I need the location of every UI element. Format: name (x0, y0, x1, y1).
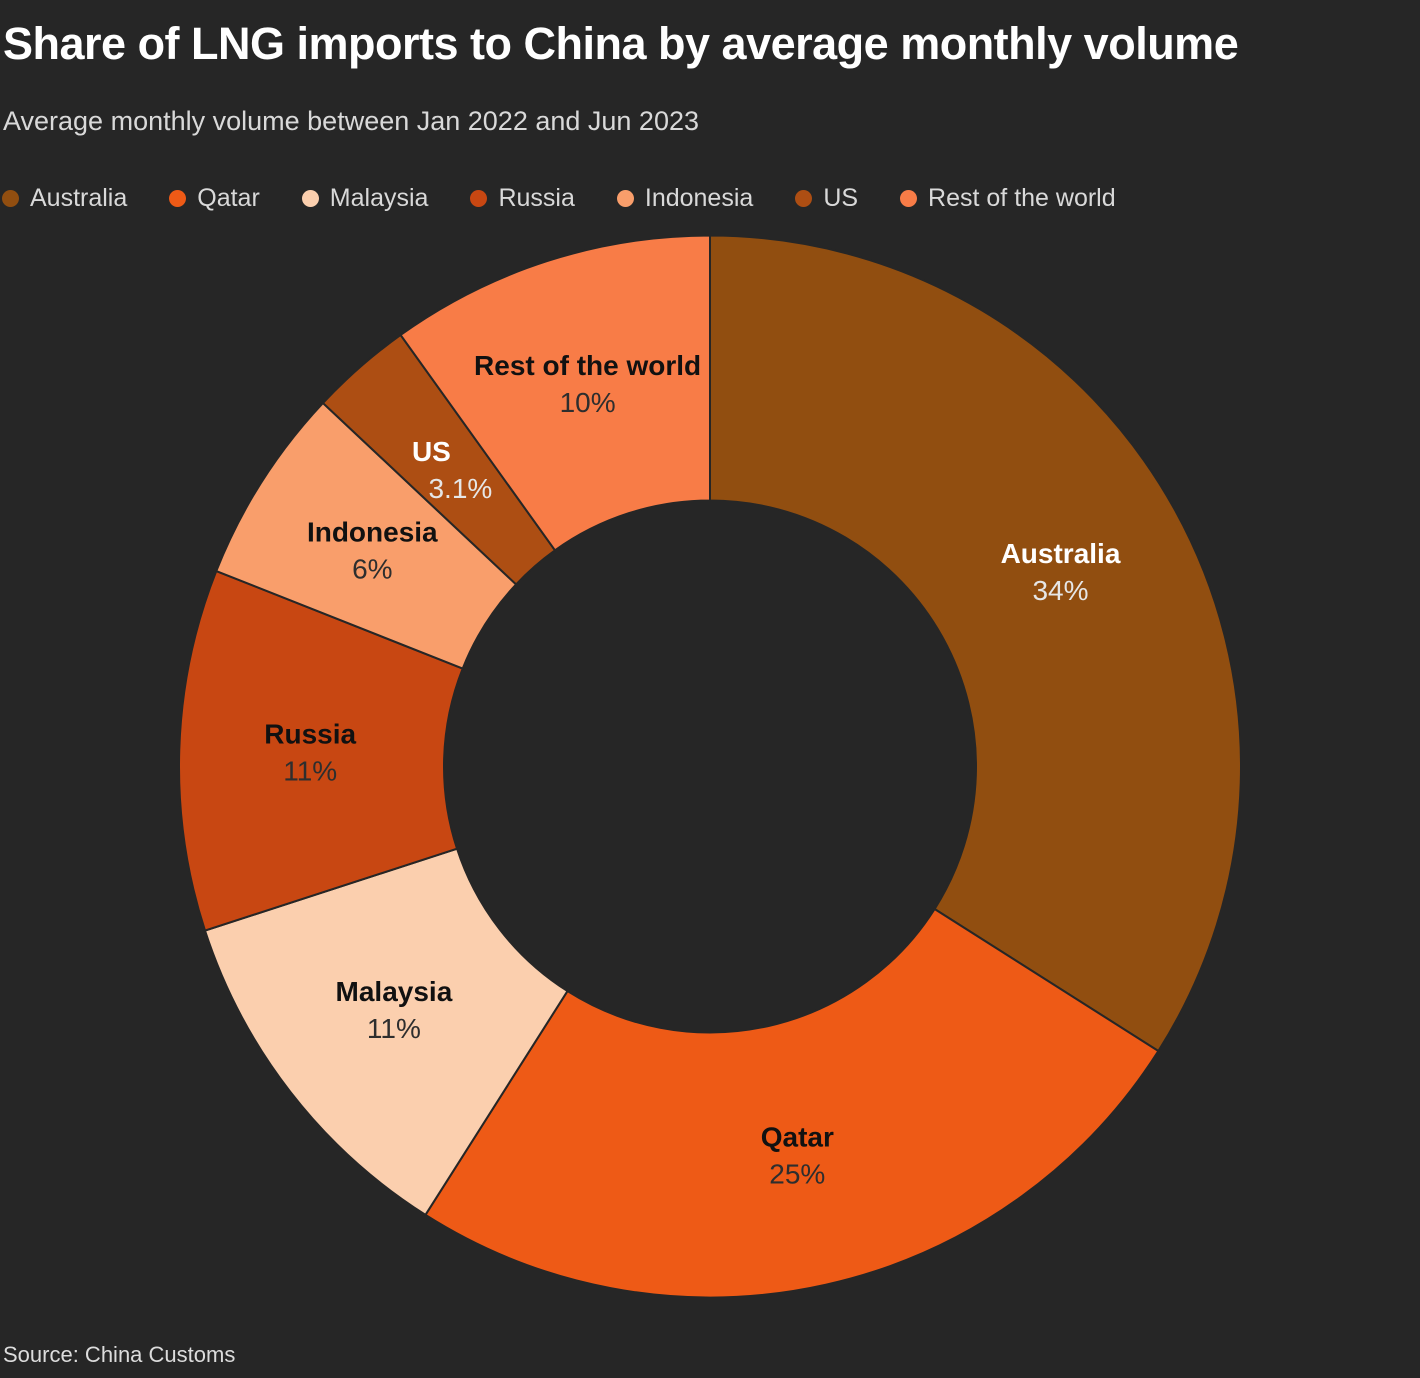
legend-item-label: Qatar (197, 184, 260, 212)
legend-dot-icon (795, 190, 813, 207)
legend-dot-icon (301, 190, 319, 207)
pie-slice-rest-of-the-world[interactable] (399, 234, 711, 552)
pie-slice-australia[interactable] (709, 234, 1242, 1053)
legend-item-label: Rest of the world (928, 184, 1116, 212)
slice-value-indonesia: 6% (352, 554, 392, 585)
slice-label-rest-of-the-world: Rest of the world (474, 350, 701, 381)
legend-item-rest-of-the-world: Rest of the world (900, 184, 1116, 213)
legend-dot-icon (616, 190, 634, 207)
slice-label-russia: Russia (264, 718, 356, 749)
legend-dot-icon (900, 190, 918, 207)
legend-item-label: Australia (30, 184, 128, 212)
legend-dot-icon (169, 190, 187, 207)
slice-value-qatar: 25% (769, 1158, 825, 1189)
slice-value-rest-of-the-world: 10% (560, 387, 616, 418)
slice-value-malaysia: 11% (367, 1013, 421, 1044)
slice-label-indonesia: Indonesia (307, 517, 438, 548)
slice-label-qatar: Qatar (761, 1121, 834, 1152)
legend-item-indonesia: Indonesia (616, 184, 754, 213)
source-note: Source: China Customs (3, 1342, 236, 1367)
slice-value-australia: 34% (1032, 575, 1088, 606)
legend-item-malaysia: Malaysia (301, 184, 429, 213)
legend: Australia Qatar Malaysia Russia Indonesia US R… (2, 184, 1412, 213)
legend-item-russia: Russia (470, 184, 575, 213)
legend-dot-icon (2, 190, 19, 207)
slice-label-australia: Australia (1001, 538, 1121, 569)
pie-slice-malaysia[interactable] (203, 847, 569, 1217)
pie-slice-qatar[interactable] (424, 907, 1160, 1299)
legend-item-qatar: Qatar (169, 184, 260, 213)
chart-title: Share of LNG imports to China by average… (3, 18, 1239, 69)
legend-item-label: US (823, 184, 859, 212)
legend-dot-icon (470, 190, 488, 207)
legend-item-label: Russia (498, 184, 575, 212)
slice-label-malaysia: Malaysia (336, 976, 453, 1007)
legend-item-us: US (795, 184, 858, 213)
pie-slice-russia[interactable] (178, 569, 464, 932)
slice-label-us: US (412, 436, 451, 467)
legend-item-australia: Australia (2, 184, 127, 213)
chart-subtitle: Average monthly volume between Jan 2022 … (3, 106, 699, 136)
legend-item-label: Malaysia (329, 184, 429, 212)
slice-value-russia: 11% (283, 755, 337, 786)
legend-item-label: Indonesia (644, 184, 754, 212)
slice-value-us: 3.1% (428, 473, 492, 504)
